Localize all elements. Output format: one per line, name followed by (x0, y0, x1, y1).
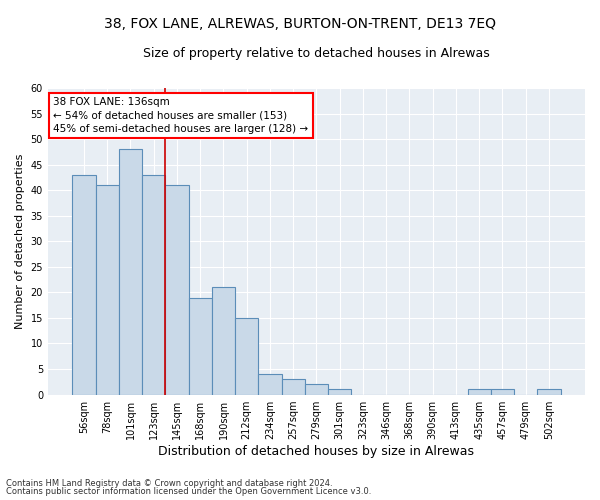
Y-axis label: Number of detached properties: Number of detached properties (15, 154, 25, 329)
Bar (119, 150, 142, 394)
Bar (328, 390, 352, 394)
Bar (467, 390, 491, 394)
Bar (491, 390, 514, 394)
X-axis label: Distribution of detached houses by size in Alrewas: Distribution of detached houses by size … (158, 444, 475, 458)
Bar (305, 384, 328, 394)
Bar (212, 288, 235, 395)
Text: 38, FOX LANE, ALREWAS, BURTON-ON-TRENT, DE13 7EQ: 38, FOX LANE, ALREWAS, BURTON-ON-TRENT, … (104, 18, 496, 32)
Text: Contains HM Land Registry data © Crown copyright and database right 2024.: Contains HM Land Registry data © Crown c… (6, 478, 332, 488)
Text: 38 FOX LANE: 136sqm
← 54% of detached houses are smaller (153)
45% of semi-detac: 38 FOX LANE: 136sqm ← 54% of detached ho… (53, 98, 308, 134)
Text: Contains public sector information licensed under the Open Government Licence v3: Contains public sector information licen… (6, 487, 371, 496)
Title: Size of property relative to detached houses in Alrewas: Size of property relative to detached ho… (143, 48, 490, 60)
Bar (538, 390, 560, 394)
Bar (166, 185, 188, 394)
Bar (188, 298, 212, 394)
Bar (73, 175, 95, 394)
Bar (281, 380, 305, 394)
Bar (259, 374, 281, 394)
Bar (142, 175, 166, 394)
Bar (95, 185, 119, 394)
Bar (235, 318, 259, 394)
